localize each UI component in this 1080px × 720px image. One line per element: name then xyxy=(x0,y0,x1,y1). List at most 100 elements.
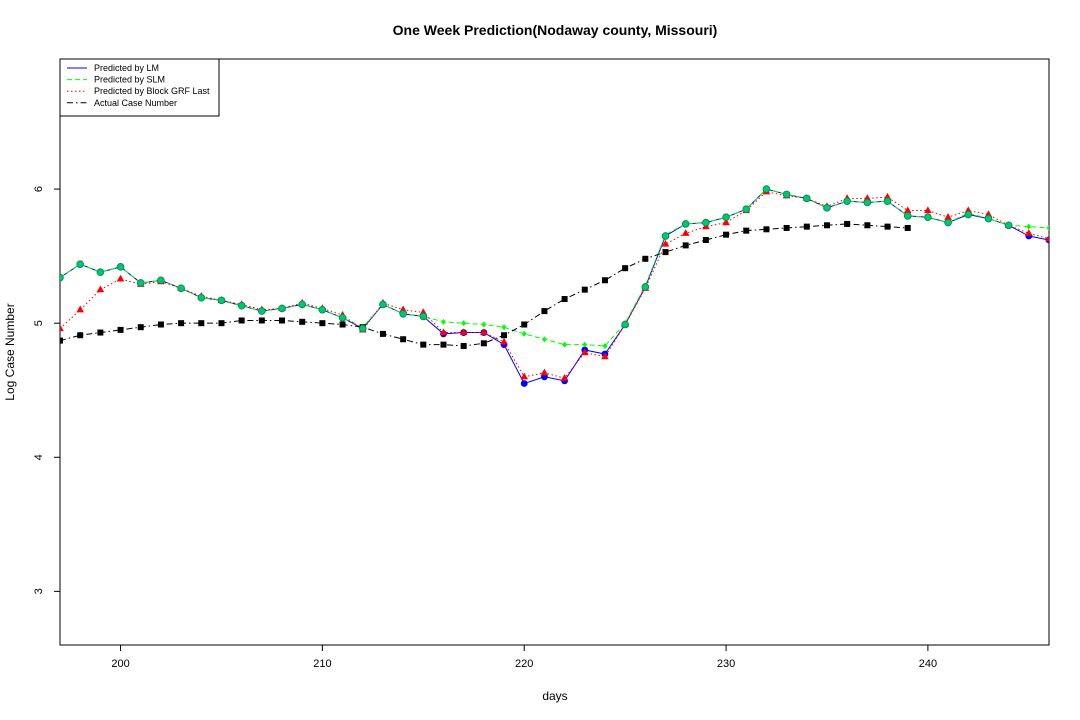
overlap-point xyxy=(419,312,428,321)
legend-label: Actual Case Number xyxy=(94,98,177,108)
actual-point xyxy=(218,320,225,327)
overlap-point xyxy=(217,296,226,305)
series-line xyxy=(60,188,1049,385)
slm-point xyxy=(461,320,467,327)
grf-point xyxy=(96,285,105,293)
actual-point xyxy=(60,337,63,344)
actual-point xyxy=(884,223,891,230)
actual-point xyxy=(77,332,84,339)
actual-point xyxy=(743,227,750,234)
grf-point xyxy=(580,348,589,356)
overlap-point xyxy=(702,218,710,227)
overlap-point xyxy=(60,273,64,282)
overlap-point xyxy=(177,284,185,293)
plot-area-frame xyxy=(59,58,1050,646)
slm-point xyxy=(440,318,446,325)
actual-point xyxy=(622,265,629,272)
overlap-markers xyxy=(60,185,1013,333)
overlap-point xyxy=(298,300,307,309)
actual-point xyxy=(501,332,508,339)
chart-title: One Week Prediction(Nodaway county, Miss… xyxy=(393,22,718,38)
slm-point xyxy=(562,341,568,348)
actual-point xyxy=(137,324,144,331)
overlap-point xyxy=(782,190,791,199)
series-1 xyxy=(60,186,1049,349)
slm-point xyxy=(501,324,507,331)
y-tick-label: 4 xyxy=(33,454,45,460)
y-axis: 3 4 5 6 xyxy=(33,186,60,594)
overlap-point xyxy=(96,268,105,277)
overlap-point xyxy=(1004,221,1013,230)
grf-point xyxy=(520,372,529,380)
overlap-point xyxy=(681,220,690,228)
actual-point xyxy=(702,237,709,244)
y-tick-label: 6 xyxy=(33,186,45,192)
actual-point xyxy=(844,220,851,227)
grf-point xyxy=(1025,229,1033,236)
overlap-point xyxy=(258,307,266,315)
grf-point xyxy=(480,328,488,336)
overlap-point xyxy=(116,263,125,271)
slm-point xyxy=(481,321,487,328)
actual-point xyxy=(662,249,669,256)
actual-point xyxy=(541,308,548,315)
x-tick-label: 240 xyxy=(919,658,937,670)
series-2 xyxy=(60,187,1049,381)
actual-point xyxy=(561,296,568,303)
series-0 xyxy=(60,185,1049,387)
grf-point xyxy=(661,239,670,247)
actual-point xyxy=(117,326,124,333)
grf-point xyxy=(439,328,448,336)
x-tick-label: 210 xyxy=(313,658,331,670)
actual-point xyxy=(763,226,770,233)
actual-point xyxy=(904,224,911,231)
actual-point xyxy=(379,330,386,337)
x-tick-label: 230 xyxy=(717,658,735,670)
x-axis-label: days xyxy=(542,689,567,703)
x-axis: 200 210 220 230 240 xyxy=(111,645,937,670)
y-tick-label: 3 xyxy=(33,588,45,594)
overlap-point xyxy=(762,185,771,193)
actual-point xyxy=(400,336,407,343)
legend-label: Predicted by LM xyxy=(94,63,159,73)
lm-point xyxy=(520,380,528,387)
actual-point xyxy=(319,320,326,327)
actual-point xyxy=(460,342,467,349)
series-line xyxy=(60,188,1049,347)
actual-point xyxy=(299,318,306,325)
overlap-point xyxy=(621,320,629,329)
actual-point xyxy=(97,329,104,336)
actual-point xyxy=(864,222,871,229)
grf-point xyxy=(722,218,730,226)
actual-point xyxy=(339,321,346,328)
grf-point xyxy=(116,274,125,282)
overlap-point xyxy=(318,305,327,314)
slm-point xyxy=(582,341,588,348)
overlap-point xyxy=(944,218,952,227)
overlap-point xyxy=(863,198,872,207)
overlap-point xyxy=(924,213,932,222)
overlap-point xyxy=(802,194,811,203)
overlap-point xyxy=(358,324,367,333)
overlap-point xyxy=(843,197,851,205)
actual-point xyxy=(178,320,185,327)
overlap-point xyxy=(76,260,84,268)
y-tick-label: 5 xyxy=(33,320,45,326)
legend-label: Predicted by SLM xyxy=(94,75,165,85)
grf-point xyxy=(60,324,64,332)
overlap-point xyxy=(641,283,650,291)
grf-point xyxy=(500,337,508,345)
actual-point xyxy=(642,255,649,262)
grf-point xyxy=(924,206,932,214)
series-line xyxy=(60,191,1049,379)
actual-point xyxy=(279,317,286,324)
actual-point xyxy=(521,321,528,328)
actual-point xyxy=(440,341,447,348)
overlap-point xyxy=(379,300,387,309)
overlap-point xyxy=(964,210,973,219)
grf-point xyxy=(903,206,912,214)
grf-point xyxy=(681,229,690,236)
grf-point xyxy=(1045,234,1049,242)
slm-point xyxy=(602,342,608,349)
